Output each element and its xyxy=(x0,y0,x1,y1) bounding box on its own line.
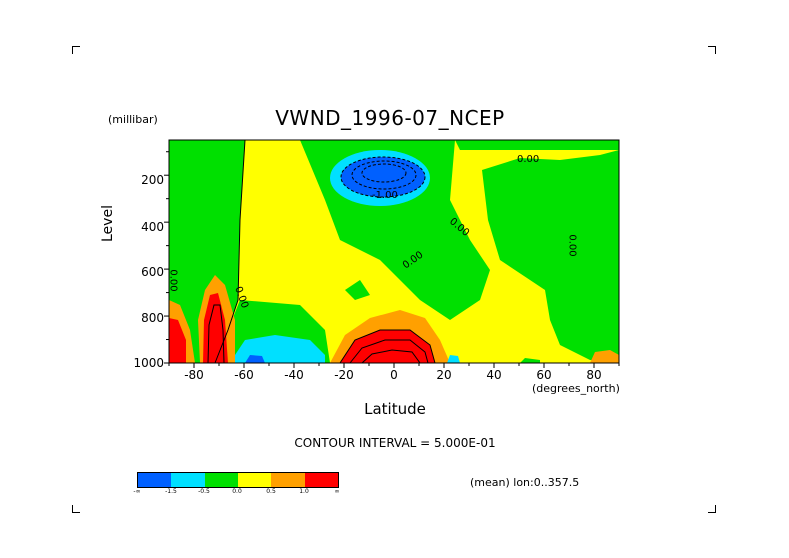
x-tick-label: -20 xyxy=(334,368,354,382)
x-tick-label: 60 xyxy=(536,368,552,382)
contour-pos-eq-1 xyxy=(339,329,436,364)
x-tick-label: 80 xyxy=(586,368,602,382)
contour-pos-eq-3 xyxy=(361,349,421,364)
contour-label: 0.00 xyxy=(167,269,179,292)
contour-neg-2 xyxy=(351,160,417,190)
colorbar-label: -0.5 xyxy=(198,488,210,495)
contour-pos-w xyxy=(207,304,225,364)
corner-mark-top-left xyxy=(72,46,80,54)
field-red-eq xyxy=(340,330,435,363)
x-unit-label: (degrees_north) xyxy=(532,382,620,395)
field-green-east xyxy=(482,150,619,363)
contour-neg-3 xyxy=(361,163,407,183)
corner-mark-bottom-right xyxy=(708,505,716,513)
field-blue-south xyxy=(245,355,265,363)
contour-label: 0.00 xyxy=(517,154,540,165)
field-red-sw xyxy=(169,318,186,363)
colorbar-swatch xyxy=(204,473,238,487)
colorbar xyxy=(137,472,339,488)
contour-lines xyxy=(207,139,436,364)
colorbar-label: -∞ xyxy=(133,488,141,495)
y-tick-label: 800 xyxy=(141,311,164,325)
colorbar-label: ∞ xyxy=(334,488,340,495)
x-tick-label: -80 xyxy=(184,368,204,382)
contour-pos-eq-2 xyxy=(349,339,429,364)
colorbar-swatch xyxy=(304,473,338,487)
x-tick-label: -60 xyxy=(234,368,254,382)
colorbar-label: 0.5 xyxy=(266,488,276,495)
field-green-strip xyxy=(455,140,619,150)
y-tick-label: 600 xyxy=(141,265,164,279)
axis-ticks xyxy=(164,151,620,368)
chart-title: VWND_1996-07_NCEP xyxy=(275,106,505,130)
colorbar-swatch xyxy=(271,473,305,487)
x-tick-label: 0 xyxy=(390,368,398,382)
x-tick-label: -40 xyxy=(284,368,304,382)
x-axis-label: Latitude xyxy=(364,400,426,418)
colorbar-swatch xyxy=(138,473,172,487)
colorbar-swatch xyxy=(171,473,205,487)
corner-mark-top-right xyxy=(708,46,716,54)
y-unit-label: (millibar) xyxy=(108,113,158,126)
contour-zero-west xyxy=(214,139,246,364)
plot-fields xyxy=(169,140,619,363)
field-green-patch xyxy=(345,280,370,300)
x-tick-label: 20 xyxy=(436,368,452,382)
mean-note: (mean) lon:0..357.5 xyxy=(470,476,580,489)
contour-neg-1 xyxy=(340,156,426,198)
contour-interval-note: CONTOUR INTERVAL = 5.000E-01 xyxy=(294,436,496,450)
field-cyan-tiny xyxy=(447,355,460,363)
x-tick-label: 40 xyxy=(486,368,502,382)
contour-label: 0.00 xyxy=(566,234,578,257)
field-blue-core xyxy=(341,157,425,197)
field-green-tiny xyxy=(520,358,540,363)
corner-mark-bottom-left xyxy=(72,505,80,513)
field-orange-ne xyxy=(590,350,619,363)
y-tick-label: 200 xyxy=(141,173,164,187)
colorbar-label: 1.0 xyxy=(299,488,309,495)
colorbar-label: 0.0 xyxy=(232,488,242,495)
colorbar-swatch xyxy=(237,473,272,487)
y-tick-label: 400 xyxy=(141,220,164,234)
contour-label: -1.00 xyxy=(372,190,398,201)
y-tick-label: 1000 xyxy=(133,356,164,370)
colorbar-label: -1.5 xyxy=(165,488,177,495)
